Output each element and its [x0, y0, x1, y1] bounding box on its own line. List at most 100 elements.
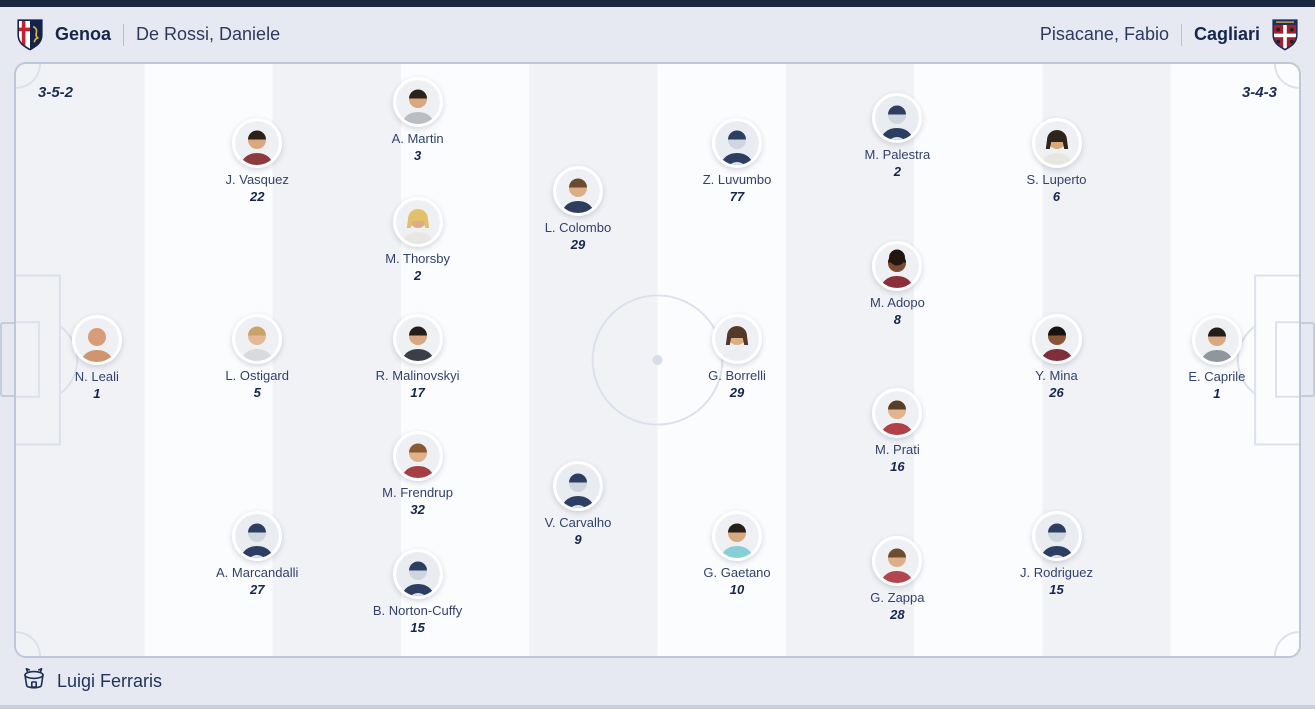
player-name: Z. Luvumbo — [702, 171, 772, 187]
player-name: L. Ostigard — [225, 368, 289, 384]
player-avatar — [232, 117, 283, 168]
home-team-name: Genoa — [55, 24, 112, 44]
player[interactable]: S. Luperto 6 — [997, 117, 1117, 204]
player-avatar — [392, 548, 443, 599]
player-name: M. Prati — [875, 441, 920, 457]
player-name: L. Colombo — [544, 220, 612, 236]
player-name: A. Marcandalli — [216, 564, 299, 580]
player-avatar — [71, 314, 122, 365]
player-number: 15 — [410, 619, 425, 635]
player-number: 29 — [570, 237, 586, 253]
player-number: 22 — [249, 188, 265, 204]
player-number: 15 — [1049, 581, 1064, 597]
pitch-section: 3-5-2 3-4-3 N. Leali 1 J. Vasquez 22 L. Os… — [0, 62, 1315, 658]
player-name: J. Vasquez — [225, 171, 289, 187]
player-avatar — [392, 77, 443, 128]
away-team-name: Cagliari — [1193, 24, 1260, 44]
player-number: 1 — [1213, 385, 1221, 401]
player[interactable]: Y. Mina 26 — [997, 314, 1117, 400]
player[interactable]: J. Vasquez 22 — [197, 117, 317, 204]
player-name: G. Borrelli — [708, 368, 766, 384]
pitch: 3-5-2 3-4-3 N. Leali 1 J. Vasquez 22 L. Os… — [14, 62, 1301, 658]
player-avatar — [872, 241, 923, 292]
player[interactable]: V. Carvalho 9 — [518, 461, 638, 547]
player-name: G. Gaetano — [703, 564, 771, 580]
player-number: 17 — [410, 385, 425, 401]
player-number: 2 — [893, 163, 902, 179]
player-avatar — [872, 92, 923, 143]
header-divider — [123, 23, 125, 46]
away-team-header: Pisacane, Fabio Cagliari — [1039, 18, 1298, 51]
player-number: 10 — [729, 581, 745, 597]
player[interactable]: A. Marcandalli 27 — [197, 510, 317, 597]
player[interactable]: G. Gaetano 10 — [677, 510, 797, 597]
player[interactable]: R. Malinovskyi 17 — [358, 314, 478, 400]
home-team-header: Genoa De Rossi, Daniele — [17, 18, 281, 51]
player-number: 27 — [249, 581, 265, 597]
player-name: M. Frendrup — [382, 485, 453, 501]
player-number: 9 — [574, 532, 582, 548]
player-name: M. Thorsby — [385, 251, 450, 267]
footer: Luigi Ferraris — [0, 658, 1315, 705]
player[interactable]: M. Thorsby 2 — [358, 197, 478, 283]
player[interactable]: M. Prati 16 — [837, 387, 957, 474]
player-name: V. Carvalho — [544, 515, 612, 531]
player-number: 1 — [93, 385, 101, 401]
player[interactable]: L. Colombo 29 — [518, 166, 638, 252]
player-name: M. Palestra — [864, 146, 931, 162]
player[interactable]: B. Norton-Cuffy 15 — [358, 548, 478, 635]
player-name: S. Luperto — [1026, 171, 1087, 187]
player[interactable]: Z. Luvumbo 77 — [677, 117, 797, 204]
player-avatar — [232, 510, 283, 561]
player-number: 3 — [413, 148, 422, 164]
player-number: 28 — [890, 606, 905, 622]
player-avatar — [392, 197, 443, 248]
player-name: R. Malinovskyi — [375, 368, 460, 384]
player[interactable]: M. Adopo 8 — [837, 241, 957, 327]
header-divider — [1180, 23, 1182, 46]
player-number: 26 — [1049, 385, 1064, 401]
player-number: 77 — [729, 188, 745, 204]
player-avatar — [1031, 117, 1082, 168]
home-formation-label: 3-5-2 — [38, 84, 74, 101]
player-number: 2 — [413, 268, 422, 284]
player[interactable]: M. Palestra 2 — [837, 92, 957, 179]
player[interactable]: L. Ostigard 5 — [197, 314, 317, 400]
away-coach-name: Pisacane, Fabio — [1039, 24, 1169, 44]
player[interactable]: N. Leali 1 — [37, 314, 157, 401]
venue-name: Luigi Ferraris — [57, 671, 163, 691]
player-avatar — [392, 314, 443, 365]
players-layer: N. Leali 1 J. Vasquez 22 L. Ostigard 5 A. M… — [16, 64, 1299, 656]
player-avatar — [392, 431, 443, 482]
home-coach-name: De Rossi, Daniele — [136, 24, 281, 44]
player-avatar — [552, 461, 603, 512]
player[interactable]: E. Caprile 1 — [1157, 314, 1277, 401]
player-avatar — [552, 166, 603, 217]
header: Genoa De Rossi, Daniele Pisacane, Fabio … — [0, 7, 1315, 62]
player-name: J. Rodriguez — [1020, 564, 1093, 580]
player-name: E. Caprile — [1188, 368, 1246, 384]
player-name: M. Adopo — [869, 295, 925, 311]
player[interactable]: J. Rodriguez 15 — [997, 510, 1117, 597]
player[interactable]: A. Martin 3 — [358, 77, 478, 163]
player-number: 6 — [1052, 188, 1061, 204]
player-name: N. Leali — [74, 368, 119, 384]
player-avatar — [712, 314, 763, 365]
top-strip — [0, 0, 1315, 7]
stadium-icon — [21, 666, 47, 697]
player-avatar — [872, 387, 923, 438]
player-avatar — [1191, 314, 1242, 365]
player[interactable]: M. Frendrup 32 — [358, 431, 478, 517]
pitch-markings — [16, 64, 1299, 656]
player-number: 29 — [729, 385, 745, 401]
right-goal — [1301, 322, 1315, 397]
player[interactable]: G. Borrelli 29 — [677, 314, 797, 400]
left-goal — [0, 322, 14, 397]
player[interactable]: G. Zappa 28 — [837, 535, 957, 622]
player-number: 5 — [253, 385, 261, 401]
player-avatar — [1031, 510, 1082, 561]
away-formation-label: 3-4-3 — [1241, 84, 1277, 101]
player-number: 16 — [890, 458, 905, 474]
player-name: A. Martin — [391, 131, 444, 147]
